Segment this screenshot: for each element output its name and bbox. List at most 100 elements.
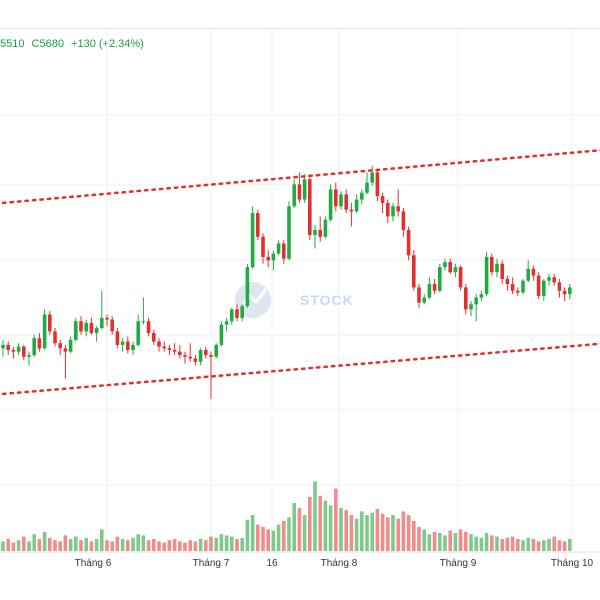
volume-bar <box>219 534 224 551</box>
volume-bar <box>214 537 218 551</box>
candle-body <box>432 284 437 291</box>
candle <box>500 260 504 285</box>
volume-bar <box>375 509 380 551</box>
candle <box>94 326 99 342</box>
candle <box>256 209 260 241</box>
volume-bar <box>484 533 489 551</box>
candle-body <box>568 287 572 295</box>
candle <box>458 265 463 291</box>
volume-bar <box>162 542 166 551</box>
x-tick-label: Tháng 8 <box>321 558 358 569</box>
candle <box>27 351 31 366</box>
candle <box>474 294 478 322</box>
chart-grid <box>0 30 600 553</box>
volume-bar <box>443 535 447 551</box>
candle <box>84 319 88 337</box>
candle <box>172 343 177 356</box>
volume-bar <box>178 541 182 551</box>
candle-body <box>479 294 484 298</box>
candle <box>453 263 458 278</box>
candle <box>495 258 499 278</box>
x-tick-label: Tháng 9 <box>440 558 477 569</box>
candle <box>230 307 234 325</box>
volume-bar <box>438 533 442 551</box>
candle <box>531 265 536 281</box>
candle <box>297 172 302 203</box>
candle <box>562 287 567 301</box>
candle <box>152 329 156 345</box>
candle-body <box>219 324 224 345</box>
volume-bar <box>334 488 338 551</box>
watermark-text: STOCK <box>300 292 354 308</box>
candle-body <box>370 172 374 183</box>
volume-bar <box>354 518 359 551</box>
candle <box>323 216 328 239</box>
candle-body <box>16 346 21 352</box>
volume-bar <box>469 534 473 551</box>
candle-body <box>188 356 192 359</box>
candle-body <box>276 243 281 254</box>
volume-bar <box>521 540 525 551</box>
candle-body <box>495 263 499 273</box>
candle-body <box>552 277 556 283</box>
candle-body <box>526 268 530 281</box>
candle-body <box>261 236 265 257</box>
candle-body <box>531 268 536 276</box>
candle-body <box>282 243 286 259</box>
candle-body <box>240 306 244 318</box>
volume-bar <box>391 515 395 551</box>
candle-body <box>323 219 328 237</box>
candle <box>11 346 16 359</box>
candle-body <box>167 348 172 350</box>
candle-body <box>32 338 36 356</box>
volume-bar <box>344 510 348 551</box>
candle-body <box>360 192 364 200</box>
candle-body <box>110 319 114 332</box>
candle <box>282 240 286 264</box>
volume-bar <box>37 539 42 551</box>
candle-body <box>427 284 432 298</box>
candle <box>240 304 244 322</box>
candle-body <box>68 339 73 352</box>
candle-body <box>557 282 562 291</box>
volume-bar <box>276 524 281 551</box>
candle <box>136 314 140 347</box>
volume-bar <box>74 536 78 551</box>
candle <box>58 339 62 356</box>
candle <box>318 216 322 242</box>
candle <box>484 251 489 296</box>
candle-body <box>37 338 42 349</box>
volume-bar <box>172 539 177 551</box>
volume-bar <box>500 539 504 551</box>
candle <box>365 172 369 195</box>
candle <box>354 194 359 214</box>
volume-bar <box>557 540 562 551</box>
candle <box>552 273 556 286</box>
candle <box>42 309 47 350</box>
volume-bar <box>235 539 239 551</box>
volume-bar <box>313 481 317 551</box>
volume-bar <box>188 540 192 551</box>
candle-body <box>105 317 109 320</box>
candle-body <box>406 229 411 256</box>
volume-bar <box>110 541 114 551</box>
volume-bar <box>568 539 572 551</box>
trendline-lower-channel[interactable] <box>1 342 600 396</box>
candle-body <box>516 290 520 293</box>
chart-watermark: STOCK <box>235 282 354 318</box>
candle-body <box>417 287 421 303</box>
volume-bar <box>453 533 458 551</box>
candle <box>276 240 281 256</box>
volume-bars <box>1 481 572 551</box>
candle-body <box>120 341 125 345</box>
volume-bar <box>349 515 354 551</box>
volume-bar <box>32 534 36 551</box>
trendline-upper-channel[interactable] <box>1 149 600 205</box>
x-axis: Tháng 6 Tháng 7 16 Tháng 8 Tháng 9 Tháng 10 <box>75 558 594 569</box>
candle-body <box>308 179 312 236</box>
candle <box>510 277 515 295</box>
candle-body <box>230 309 234 322</box>
candle <box>100 290 104 330</box>
candle-body <box>209 355 213 357</box>
